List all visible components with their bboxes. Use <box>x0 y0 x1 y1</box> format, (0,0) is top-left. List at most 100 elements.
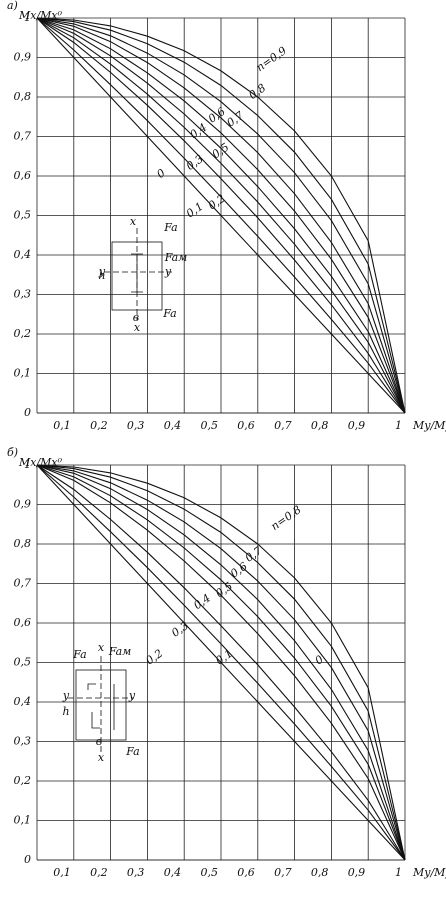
curve-label: 0,1 <box>184 200 206 221</box>
curve <box>36 17 406 414</box>
y-tick-label: 0,8 <box>14 90 32 103</box>
curve <box>36 17 406 414</box>
inset-section <box>104 228 172 320</box>
y-tick-label: 1 <box>24 458 31 471</box>
y-tick-label: 0,1 <box>14 367 32 380</box>
inset-label: в <box>133 311 139 324</box>
x-tick-label: 0,7 <box>274 866 292 879</box>
curve-label: 0,8 <box>246 81 268 102</box>
curve-label: 0,6 <box>228 560 250 581</box>
inset-label: h <box>98 269 105 282</box>
inset-beam <box>131 253 143 293</box>
curve <box>36 464 406 861</box>
y-tick-label: 0,5 <box>14 656 32 669</box>
inset-label: y <box>128 689 136 702</box>
curve <box>36 17 406 414</box>
x-tick-label: 0,8 <box>311 419 329 432</box>
curve <box>36 464 406 861</box>
curve <box>36 464 406 861</box>
x-tick-label: 0,6 <box>237 866 255 879</box>
curve-label: n=0,8 <box>269 503 304 533</box>
curve <box>36 17 406 414</box>
curve-label: n=0,9 <box>254 44 289 74</box>
curve <box>36 464 406 861</box>
inset-label: x <box>130 215 137 228</box>
inset-label: x <box>98 641 105 654</box>
y-tick-label: 0,4 <box>14 248 32 261</box>
inset-label: Fa <box>72 648 86 661</box>
y-tick-label: 0,8 <box>14 537 32 550</box>
inset-label: y <box>62 689 70 702</box>
x-tick-label: 0,8 <box>311 866 329 879</box>
y-tick-label: 0,7 <box>14 577 32 590</box>
inset-label: Fa <box>163 221 177 234</box>
curve <box>36 464 406 861</box>
y-tick-label: 0 <box>24 853 31 866</box>
curve <box>36 17 406 414</box>
x-tick-label: 0,3 <box>127 419 145 432</box>
curve <box>36 17 406 414</box>
inset-label: Fa <box>125 745 139 758</box>
x-tick-label: 0,1 <box>53 866 71 879</box>
curve <box>36 464 406 861</box>
x-tick-label: 0,6 <box>237 419 255 432</box>
curve <box>36 17 406 414</box>
x-axis-title: My/My <box>412 419 446 432</box>
y-tick-label: 0,7 <box>14 130 32 143</box>
curve <box>36 17 406 414</box>
y-tick-label: 0,6 <box>14 616 32 629</box>
x-tick-label: 1 <box>395 866 402 879</box>
inset-label: x <box>98 751 105 764</box>
x-tick-label: 0,2 <box>90 419 108 432</box>
x-tick-label: 0,7 <box>274 419 292 432</box>
x-axis-title: My/My⁰ <box>412 866 446 879</box>
inset-label: Faм <box>164 251 188 264</box>
curve <box>36 464 406 861</box>
curve-label: 0,4 <box>191 591 213 612</box>
curve <box>36 17 406 414</box>
inset-label: h <box>62 705 69 718</box>
curve-label: 0 <box>154 166 167 181</box>
inset-angle <box>87 683 115 730</box>
y-tick-label: 0,9 <box>14 498 32 511</box>
x-tick-label: 0,5 <box>201 866 219 879</box>
y-tick-label: 0,4 <box>14 695 32 708</box>
curve-label: 0,4 <box>188 121 210 142</box>
y-tick-label: 0,2 <box>14 774 32 787</box>
curve-label: 0,3 <box>169 619 191 640</box>
curve-label: 0,7 <box>224 109 246 130</box>
y-tick-label: 0 <box>24 406 31 419</box>
inset-label: y <box>164 265 172 278</box>
curve-label: 0,5 <box>210 140 232 161</box>
curve-label: 0,2 <box>143 647 165 668</box>
y-tick-label: 0,3 <box>14 735 32 748</box>
x-tick-label: 0,9 <box>348 866 366 879</box>
inset-section <box>68 656 134 752</box>
x-tick-label: 1 <box>395 419 402 432</box>
x-tick-label: 0,9 <box>348 419 366 432</box>
curve-label: 0 <box>313 653 326 668</box>
x-tick-label: 0,4 <box>164 419 182 432</box>
x-tick-label: 0,5 <box>201 419 219 432</box>
inset-label: x <box>134 321 141 334</box>
inset-label: Fa <box>162 307 176 320</box>
curve <box>36 17 406 414</box>
inset-label: в <box>96 735 102 748</box>
inset-label: Faм <box>108 645 132 658</box>
x-tick-label: 0,3 <box>127 866 145 879</box>
curve <box>36 464 406 861</box>
x-tick-label: 0,1 <box>53 419 71 432</box>
y-tick-label: 0,9 <box>14 51 32 64</box>
panel-label: б) <box>7 446 18 459</box>
y-tick-label: 0,3 <box>14 288 32 301</box>
curve <box>36 464 406 861</box>
y-tick-label: 0,1 <box>14 814 32 827</box>
y-tick-label: 0,2 <box>14 327 32 340</box>
y-tick-label: 0,6 <box>14 169 32 182</box>
y-tick-label: 1 <box>24 11 31 24</box>
x-tick-label: 0,2 <box>90 866 108 879</box>
y-tick-label: 0,5 <box>14 209 32 222</box>
panel-label: a) <box>7 0 18 12</box>
inset-label: y <box>98 265 106 278</box>
